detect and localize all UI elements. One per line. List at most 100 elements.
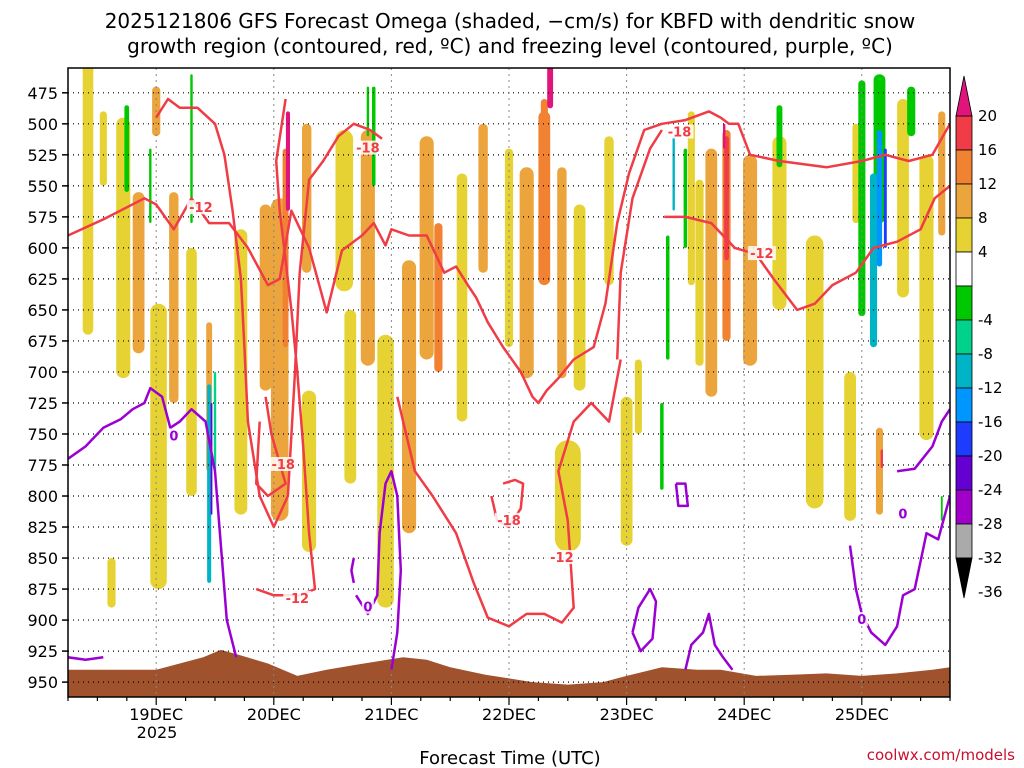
contour-label-dgz-neg12-valley: -12: [550, 551, 574, 566]
contour-dgz-neg18-upper: [155, 97, 383, 529]
colorbar-bottom-arrow: [955, 557, 973, 599]
x-tick-label-20: 20DEC: [247, 705, 301, 724]
terrain-fill: [68, 649, 950, 697]
contour-label-dgz-neg12-right: -12: [750, 247, 774, 262]
y-tick-label-600: 600: [27, 239, 58, 258]
contour-label-dgz-neg12-lower: -12: [286, 592, 310, 607]
y-tick-label-575: 575: [27, 208, 58, 227]
omega-cell-51: [919, 154, 934, 441]
colorbar-bin-6: [955, 319, 973, 355]
x-tick-label-22: 22DEC: [482, 705, 536, 724]
omega-cell-22: [419, 136, 434, 360]
omega-cell-50: [897, 99, 909, 298]
chart-title-line-1: 2025121806 GFS Forecast Omega (shaded, −…: [105, 9, 916, 33]
y-tick-label-675: 675: [27, 332, 58, 351]
colorbar-bin-9: [955, 421, 973, 457]
contour-dgz-neg18-lower: [254, 396, 287, 498]
omega-cell-14: [285, 111, 290, 211]
omega-cell-47: [852, 123, 860, 224]
omega-cell-56: [207, 384, 212, 583]
colorbar-top-arrow: [955, 75, 973, 117]
omega-cell-30: [547, 68, 554, 109]
y-tick-label-900: 900: [27, 611, 58, 630]
y-axis: 475 500 525 550 575 600 625 650 675 700 725 750 775 8…: [27, 84, 68, 692]
contour-freezing-surface-left: [68, 656, 104, 662]
omega-cell-45: [805, 235, 824, 509]
colorbar-bin-1: [955, 149, 973, 185]
omega-cell-48: [875, 427, 883, 515]
omega-cell-68: [870, 173, 878, 348]
omega-cell-6: [150, 303, 167, 589]
omega-cell-46: [844, 372, 856, 521]
omega-cell-11: [259, 204, 272, 391]
colorbar-label-0: 20: [978, 107, 997, 125]
omega-cell-36: [634, 359, 642, 434]
contour-label-dgz-neg12-upper: -12: [189, 201, 213, 216]
omega-cell-43: [743, 154, 758, 366]
colorbar-label-7: -12: [978, 379, 1003, 397]
contour-label-freezing-far-right: 0: [898, 508, 907, 523]
contour-dgz-neg12-valley: [396, 359, 622, 628]
y-tick-label-650: 650: [27, 301, 58, 320]
y-tick-label-950: 950: [27, 673, 58, 692]
y-tick-label-825: 825: [27, 518, 58, 537]
omega-cell-34: [554, 440, 581, 552]
colorbar-bin-0: [955, 115, 973, 151]
contour-label-bg-freezing-mid: [361, 599, 374, 614]
x-tick-label-21: 21DEC: [364, 705, 418, 724]
omega-cell-71: [907, 86, 916, 137]
omega-cell-25: [478, 123, 488, 273]
colorbar-label-4: 4: [978, 243, 988, 261]
omega-cell-62: [672, 136, 675, 211]
contour-freezing-loop: [631, 587, 658, 653]
contour-freezing-isolated-b: [674, 482, 690, 508]
contour-label-bg-dgz-neg18-right: [665, 124, 694, 139]
omega-cell-2: [107, 558, 116, 608]
colorbar-label-9: -20: [978, 447, 1003, 465]
omega-cell-4: [132, 192, 145, 354]
contour-label-bg-dgz-neg12-valley: [547, 550, 576, 565]
y-tick-label-850: 850: [27, 549, 58, 568]
colorbar-bin-5: [955, 285, 973, 321]
colorbar-label-10: -24: [978, 481, 1003, 499]
omega-cell-53: [190, 74, 193, 224]
colorbar: 20 16 12 8 4 -4 -8 -12 -16 -20 -24 -28 -32 -36: [955, 75, 1003, 601]
omega-cell-21: [402, 260, 417, 534]
contour-dgz-neg12-right: [664, 184, 950, 312]
omega-cell-20: [377, 334, 394, 608]
contour-label-bg-dgz-neg18-lower: [269, 457, 298, 472]
omega-cell-41: [724, 136, 729, 261]
omega-cell-55: [149, 148, 152, 223]
omega-cell-16: [302, 390, 317, 552]
omega-cell-58: [213, 372, 217, 472]
omega-cell-42: [723, 123, 726, 149]
contours: -12 -18 -18 -12 -18 -12 -18 -12 0 0 0 0: [68, 97, 950, 671]
contour-label-bg-dgz-neg18-valley: [495, 512, 523, 527]
x-tick-label-25: 25DEC: [835, 705, 889, 724]
x-axis-title: Forecast Time (UTC): [419, 748, 600, 768]
omega-cell-33: [604, 136, 614, 286]
omega-shading: [82, 68, 946, 608]
x-tick-label-24: 24DEC: [717, 705, 771, 724]
contour-freezing-isolated-a: [350, 557, 356, 584]
contour-label-dgz-neg18-lower: -18: [271, 458, 295, 473]
colorbar-label-2: 12: [978, 175, 997, 193]
credit-label: coolwx.com/models: [867, 746, 1015, 764]
colorbar-bin-4: [955, 251, 973, 287]
omega-cell-24: [456, 173, 468, 422]
omega-cell-63: [660, 403, 664, 490]
omega-cell-0: [82, 68, 94, 335]
contour-freezing-far-right: [896, 408, 950, 473]
contour-label-bg-freezing-right: [855, 612, 868, 627]
omega-cell-72: [940, 496, 943, 521]
omega-cell-18: [344, 309, 357, 484]
omega-cell-17: [335, 130, 354, 292]
y-tick-label-775: 775: [27, 456, 58, 475]
x-tick-label-23: 23DEC: [600, 705, 654, 724]
omega-cell-8: [186, 247, 197, 496]
colorbar-bin-12: [955, 523, 973, 559]
omega-cell-61: [666, 235, 670, 360]
omega-cell-69: [876, 130, 883, 267]
omega-cell-70: [883, 148, 887, 248]
omega-cell-64: [683, 148, 688, 248]
